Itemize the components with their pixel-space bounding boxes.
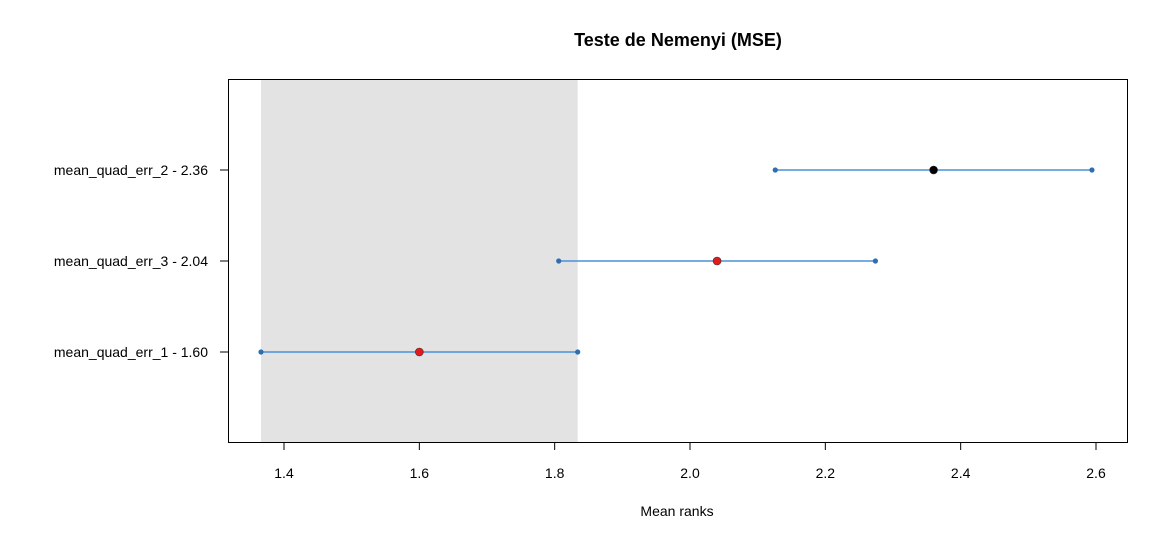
row-label: mean_quad_err_3 - 2.04 bbox=[54, 253, 208, 269]
interval-high-point bbox=[575, 349, 581, 355]
x-tick-label: 2.0 bbox=[680, 465, 700, 481]
x-tick-label: 2.4 bbox=[951, 465, 971, 481]
row-label: mean_quad_err_1 - 1.60 bbox=[54, 344, 208, 360]
interval-low-point bbox=[772, 167, 778, 173]
interval-high-point bbox=[1089, 167, 1095, 173]
x-tick-label: 1.6 bbox=[410, 465, 430, 481]
interval-high-point bbox=[872, 258, 879, 264]
plot-frame bbox=[228, 79, 1128, 443]
x-tick-label: 1.8 bbox=[545, 465, 565, 481]
mean-rank-point bbox=[929, 165, 938, 175]
critical-region bbox=[260, 79, 578, 442]
interval-low-point bbox=[258, 349, 264, 355]
x-tick-label: 1.4 bbox=[274, 465, 294, 481]
chart-title: Teste de Nemenyi (MSE) bbox=[574, 30, 782, 50]
x-axis-label: Mean ranks bbox=[640, 503, 713, 519]
x-tick-label: 2.6 bbox=[1086, 465, 1106, 481]
row-label: mean_quad_err_2 - 2.36 bbox=[54, 162, 208, 178]
interval-low-point bbox=[556, 258, 562, 264]
plot-area: 1.4 1.6 1.8 2.0 2.2 2.4 2.6 mean_quad_err_2 - 2… bbox=[54, 79, 1128, 481]
mean-rank-point bbox=[712, 256, 722, 266]
mean-rank-point bbox=[415, 347, 424, 357]
x-tick-label: 2.2 bbox=[816, 465, 836, 481]
